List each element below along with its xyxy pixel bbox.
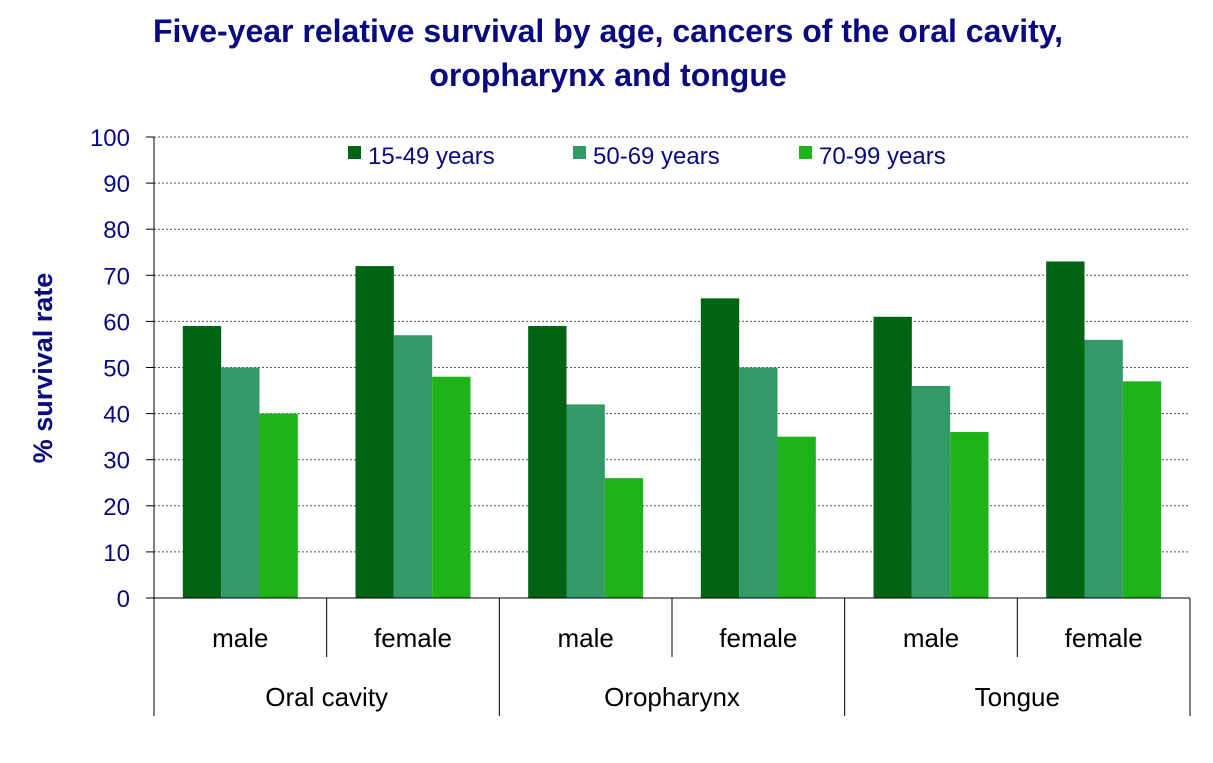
- bar: [393, 335, 433, 598]
- y-axis-label: % survival rate: [28, 273, 58, 464]
- x-category-label: male: [212, 623, 268, 653]
- legend-label: 50-69 years: [593, 143, 720, 170]
- x-category-label: female: [719, 623, 797, 653]
- bar: [259, 413, 298, 598]
- y-tick-label: 40: [103, 402, 130, 429]
- bar: [604, 478, 644, 598]
- bar: [528, 326, 567, 598]
- legend-swatch: [799, 146, 812, 159]
- y-tick-label: 50: [103, 356, 130, 383]
- bar: [1046, 261, 1085, 598]
- y-tick-labels: 0 10 20 30 40 50 60 70 80 90 100: [90, 125, 130, 613]
- y-tick-label: 100: [90, 125, 130, 152]
- y-tick-label: 90: [103, 171, 130, 198]
- x-group-label: Oral cavity: [265, 682, 388, 712]
- bar: [700, 298, 740, 598]
- bar: [873, 316, 912, 598]
- chart-title-line-2: oropharynx and tongue: [429, 57, 786, 93]
- x-category-labels: male female male female male female Oral cavit…: [212, 623, 1143, 712]
- legend-swatch: [348, 146, 361, 159]
- chart-title-line-1: Five-year relative survival by age, canc…: [153, 13, 1063, 49]
- y-tick-label: 10: [103, 540, 130, 567]
- x-category-label: female: [1065, 623, 1143, 653]
- chart-title: Five-year relative survival by age, canc…: [153, 13, 1063, 93]
- bar: [566, 404, 605, 598]
- y-tick-label: 70: [103, 263, 130, 290]
- legend-label: 15-49 years: [368, 143, 495, 170]
- bar: [182, 326, 222, 598]
- bar: [221, 367, 260, 598]
- y-tick-label: 0: [117, 586, 130, 613]
- bar: [739, 367, 778, 598]
- x-group-label: Oropharynx: [604, 682, 740, 712]
- legend: 15-49 years 50-69 years 70-99 years: [348, 143, 946, 170]
- legend-swatch: [573, 146, 586, 159]
- bar: [355, 266, 394, 598]
- legend-label: 70-99 years: [819, 143, 946, 170]
- bar: [911, 385, 951, 598]
- y-tick-label: 60: [103, 309, 130, 336]
- bar: [950, 432, 989, 598]
- x-group-label: Tongue: [975, 682, 1060, 712]
- axes: [146, 136, 1191, 716]
- x-category-label: female: [374, 623, 452, 653]
- bar: [777, 436, 816, 598]
- x-category-label: male: [903, 623, 959, 653]
- bar: [1122, 381, 1162, 598]
- bars: [182, 261, 1162, 598]
- bar: [432, 376, 471, 598]
- y-tick-label: 30: [103, 448, 130, 475]
- y-tick-label: 20: [103, 494, 130, 521]
- x-category-label: male: [557, 623, 613, 653]
- y-tick-label: 80: [103, 217, 130, 244]
- bar: [1084, 339, 1123, 598]
- gridlines: [154, 136, 1190, 553]
